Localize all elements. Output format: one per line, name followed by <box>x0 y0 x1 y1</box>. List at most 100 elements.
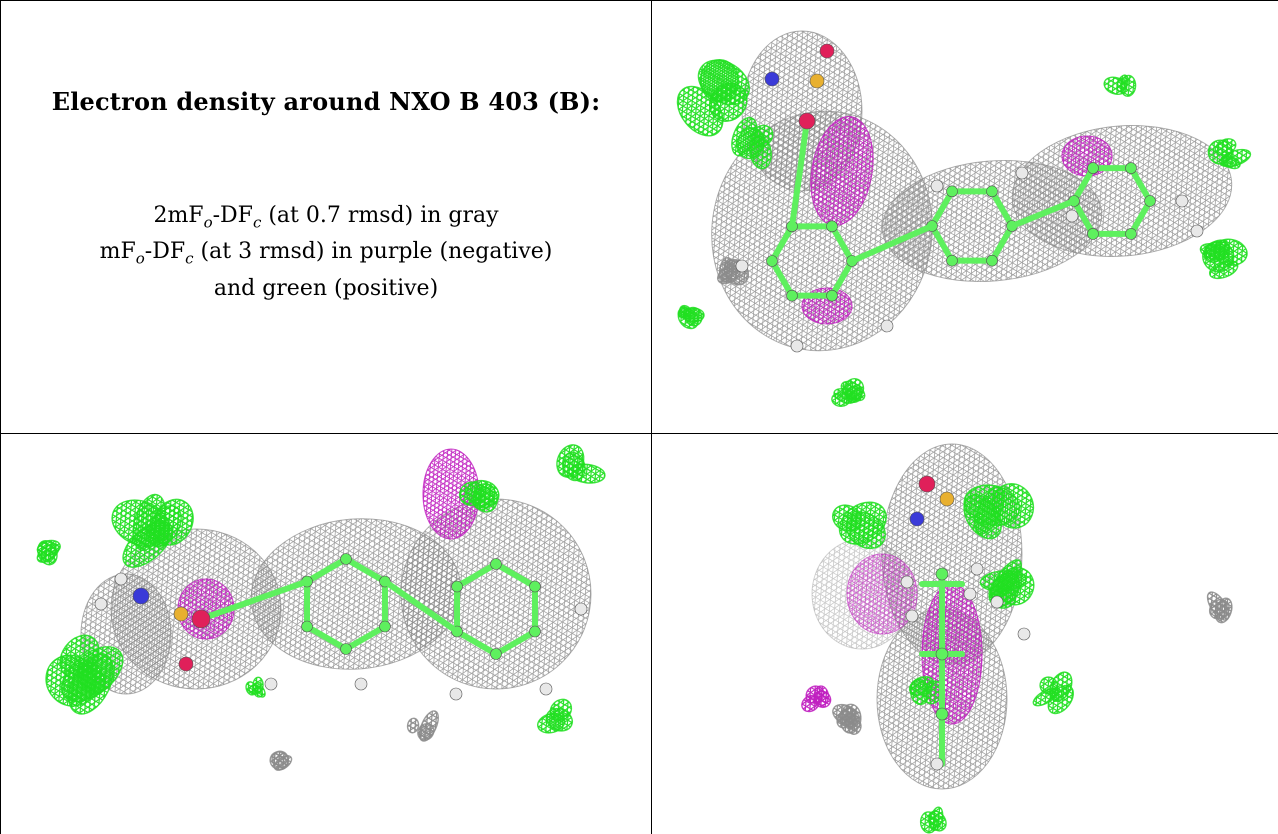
oxygen-atom <box>191 609 211 629</box>
hydrogen-atom <box>1065 209 1079 223</box>
hydrogen-atom <box>970 562 984 576</box>
hydrogen-atom <box>574 602 588 616</box>
hydrogen-atom <box>735 259 749 273</box>
phenyl-ring-bond <box>829 223 855 264</box>
oxygen-atom <box>798 112 816 130</box>
phenyl-ring-carbon-atom <box>1087 228 1099 240</box>
sulfonamide-bond <box>198 578 311 622</box>
inter-ring-bond <box>849 223 935 264</box>
sulfur-atom <box>173 606 189 622</box>
phenyl-ring-carbon-atom <box>1125 228 1137 240</box>
phenyl-ring-bond <box>1071 165 1096 204</box>
phenyl-ring-bond <box>769 223 795 264</box>
nitrogen-atom <box>132 587 150 605</box>
border-left <box>0 0 1 834</box>
phenyl-ring-bond <box>989 223 1015 264</box>
border-middle-horizontal <box>0 433 1278 434</box>
carbon-atom <box>935 707 949 721</box>
inter-ring-bond <box>381 578 461 635</box>
phenyl-ring-carbon-atom <box>946 185 958 198</box>
phenyl-ring-carbon-atom <box>340 553 352 565</box>
green-density-mesh <box>34 540 62 566</box>
hydrogen-atom <box>880 319 894 333</box>
phenyl-ring-bond <box>1128 165 1153 204</box>
hydrogen-atom <box>354 677 368 691</box>
density-render-bottom-left <box>34 440 606 774</box>
hydrogen-atom <box>930 757 944 771</box>
carbon-atom <box>935 647 949 661</box>
phenyl-ring-bond <box>343 556 388 585</box>
caption-line-2fofc: 2mFo-DFc (at 0.7 rmsd) in gray <box>153 203 499 232</box>
phenyl-ring-carbon-atom <box>786 289 798 302</box>
density-render-top-right <box>668 30 1253 408</box>
phenyl-ring-carbon-atom <box>379 620 391 633</box>
phenyl-ring-carbon-atom <box>946 254 958 267</box>
density-render-bottom-right <box>798 443 1235 834</box>
phenyl-ring-bond <box>989 188 1015 229</box>
hydrogen-atom <box>1017 627 1031 641</box>
phenyl-ring-bond <box>929 223 955 264</box>
phenyl-ring-bond <box>1128 198 1153 237</box>
oxygen-atom <box>819 43 835 59</box>
phenyl-ring-carbon-atom <box>490 558 502 570</box>
phenyl-ring-bond <box>1071 198 1096 237</box>
inter-ring-bond <box>1009 198 1077 229</box>
phenyl-ring-carbon-atom <box>766 255 778 267</box>
phenyl-ring-carbon-atom <box>529 625 541 638</box>
phenyl-ring-carbon-atom <box>340 643 352 655</box>
phenyl-ring-bond <box>769 258 795 299</box>
hydrogen-atom <box>900 575 914 589</box>
phenyl-ring-bond <box>829 258 855 299</box>
phenyl-ring-carbon-atom <box>490 648 502 660</box>
phenyl-ring-carbon-atom <box>826 289 838 302</box>
hydrogen-atom <box>264 677 278 691</box>
hydrogen-atom <box>539 682 553 696</box>
density-view-bottom-left <box>1 434 651 834</box>
nitrogen-atom <box>909 511 925 527</box>
hydrogen-atom <box>790 339 804 353</box>
phenyl-ring-carbon-atom <box>1087 162 1099 174</box>
density-view-bottom-right <box>652 434 1278 834</box>
border-top <box>0 0 652 1</box>
caption-title: Electron density around NXO B 403 (B): <box>51 87 601 116</box>
phenyl-ring-bond <box>493 561 538 590</box>
phenyl-ring-carbon-atom <box>986 185 998 198</box>
phenyl-ring-carbon-atom <box>451 580 463 593</box>
sulfur-atom <box>939 491 955 507</box>
phenyl-ring-bond <box>304 623 349 652</box>
sulfur-atom <box>809 73 825 89</box>
phenyl-ring-carbon-atom <box>301 620 313 633</box>
hydrogen-atom <box>94 597 108 611</box>
caption-line-fofc: mFo-DFc (at 3 rmsd) in purple (negative) <box>99 239 553 268</box>
phenyl-ring-carbon-atom <box>1125 162 1137 174</box>
caption-cell: Electron density around NXO B 403 (B): 2… <box>1 1 651 433</box>
border-top-right <box>651 0 1278 1</box>
hydrogen-atom <box>1175 194 1189 208</box>
hydrogen-atom <box>114 572 128 586</box>
phenyl-ring-bond <box>343 623 388 652</box>
phenyl-ring-bond <box>454 561 499 590</box>
hydrogen-atom <box>1015 166 1029 180</box>
hydrogen-atom <box>449 687 463 701</box>
phenyl-ring-carbon-atom <box>986 254 998 267</box>
gray-density-mesh <box>839 703 862 734</box>
caption-body: 2mFo-DFc (at 0.7 rmsd) in gray mFo-DFc (… <box>1 201 651 304</box>
phenyl-ring-carbon-atom <box>826 220 838 233</box>
phenyl-ring-carbon-atom <box>1144 195 1156 207</box>
oxygen-atom <box>178 656 194 672</box>
sulfonamide-bond <box>789 118 810 230</box>
hydrogen-atom <box>963 587 977 601</box>
border-middle-vertical <box>651 0 652 834</box>
green-density-mesh <box>1101 74 1129 98</box>
hydrogen-atom <box>930 179 944 193</box>
carbon-atom <box>935 567 949 581</box>
hydrogen-atom <box>905 609 919 623</box>
nitrogen-atom <box>764 71 780 87</box>
phenyl-ring-carbon-atom <box>529 580 541 593</box>
hydrogen-atom <box>990 595 1004 609</box>
hydrogen-atom <box>1190 224 1204 238</box>
oxygen-atom <box>918 475 936 493</box>
phenyl-ring-bond <box>493 628 538 657</box>
gray-density-mesh <box>882 444 1022 664</box>
